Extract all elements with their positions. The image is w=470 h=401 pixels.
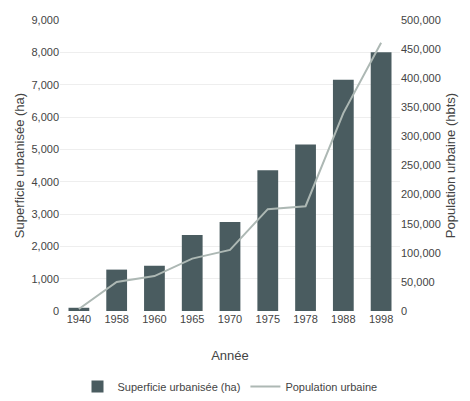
svg-text:100,000: 100,000 [401,247,441,259]
svg-text:9,000: 9,000 [31,14,59,26]
svg-text:500,000: 500,000 [401,14,441,26]
svg-text:50,000: 50,000 [401,276,435,288]
svg-text:3,000: 3,000 [31,208,59,220]
svg-text:400,000: 400,000 [401,72,441,84]
svg-text:1970: 1970 [218,313,242,325]
svg-text:1940: 1940 [67,313,91,325]
svg-text:1965: 1965 [180,313,204,325]
svg-text:300,000: 300,000 [401,130,441,142]
svg-text:1978: 1978 [293,313,317,325]
svg-text:Année: Année [211,348,249,363]
svg-text:1,000: 1,000 [31,273,59,285]
svg-text:8,000: 8,000 [31,46,59,58]
svg-text:6,000: 6,000 [31,111,59,123]
svg-text:150,000: 150,000 [401,218,441,230]
svg-text:0: 0 [53,305,59,317]
svg-text:Superficie urbanisée (ha): Superficie urbanisée (ha) [12,93,27,238]
svg-text:5,000: 5,000 [31,143,59,155]
svg-text:250,000: 250,000 [401,159,441,171]
svg-text:450,000: 450,000 [401,43,441,55]
svg-text:Superficie urbanisée (ha): Superficie urbanisée (ha) [118,381,241,393]
svg-text:Population urbaine (hbts): Population urbaine (hbts) [443,93,458,238]
svg-text:1998: 1998 [369,313,393,325]
svg-text:Population urbaine: Population urbaine [285,381,377,393]
svg-text:1988: 1988 [331,313,355,325]
svg-text:1960: 1960 [142,313,166,325]
svg-text:0: 0 [401,305,407,317]
svg-text:1958: 1958 [104,313,128,325]
svg-text:200,000: 200,000 [401,188,441,200]
svg-text:2,000: 2,000 [31,240,59,252]
svg-text:4,000: 4,000 [31,176,59,188]
svg-text:1975: 1975 [256,313,280,325]
svg-text:7,000: 7,000 [31,79,59,91]
svg-text:350,000: 350,000 [401,101,441,113]
